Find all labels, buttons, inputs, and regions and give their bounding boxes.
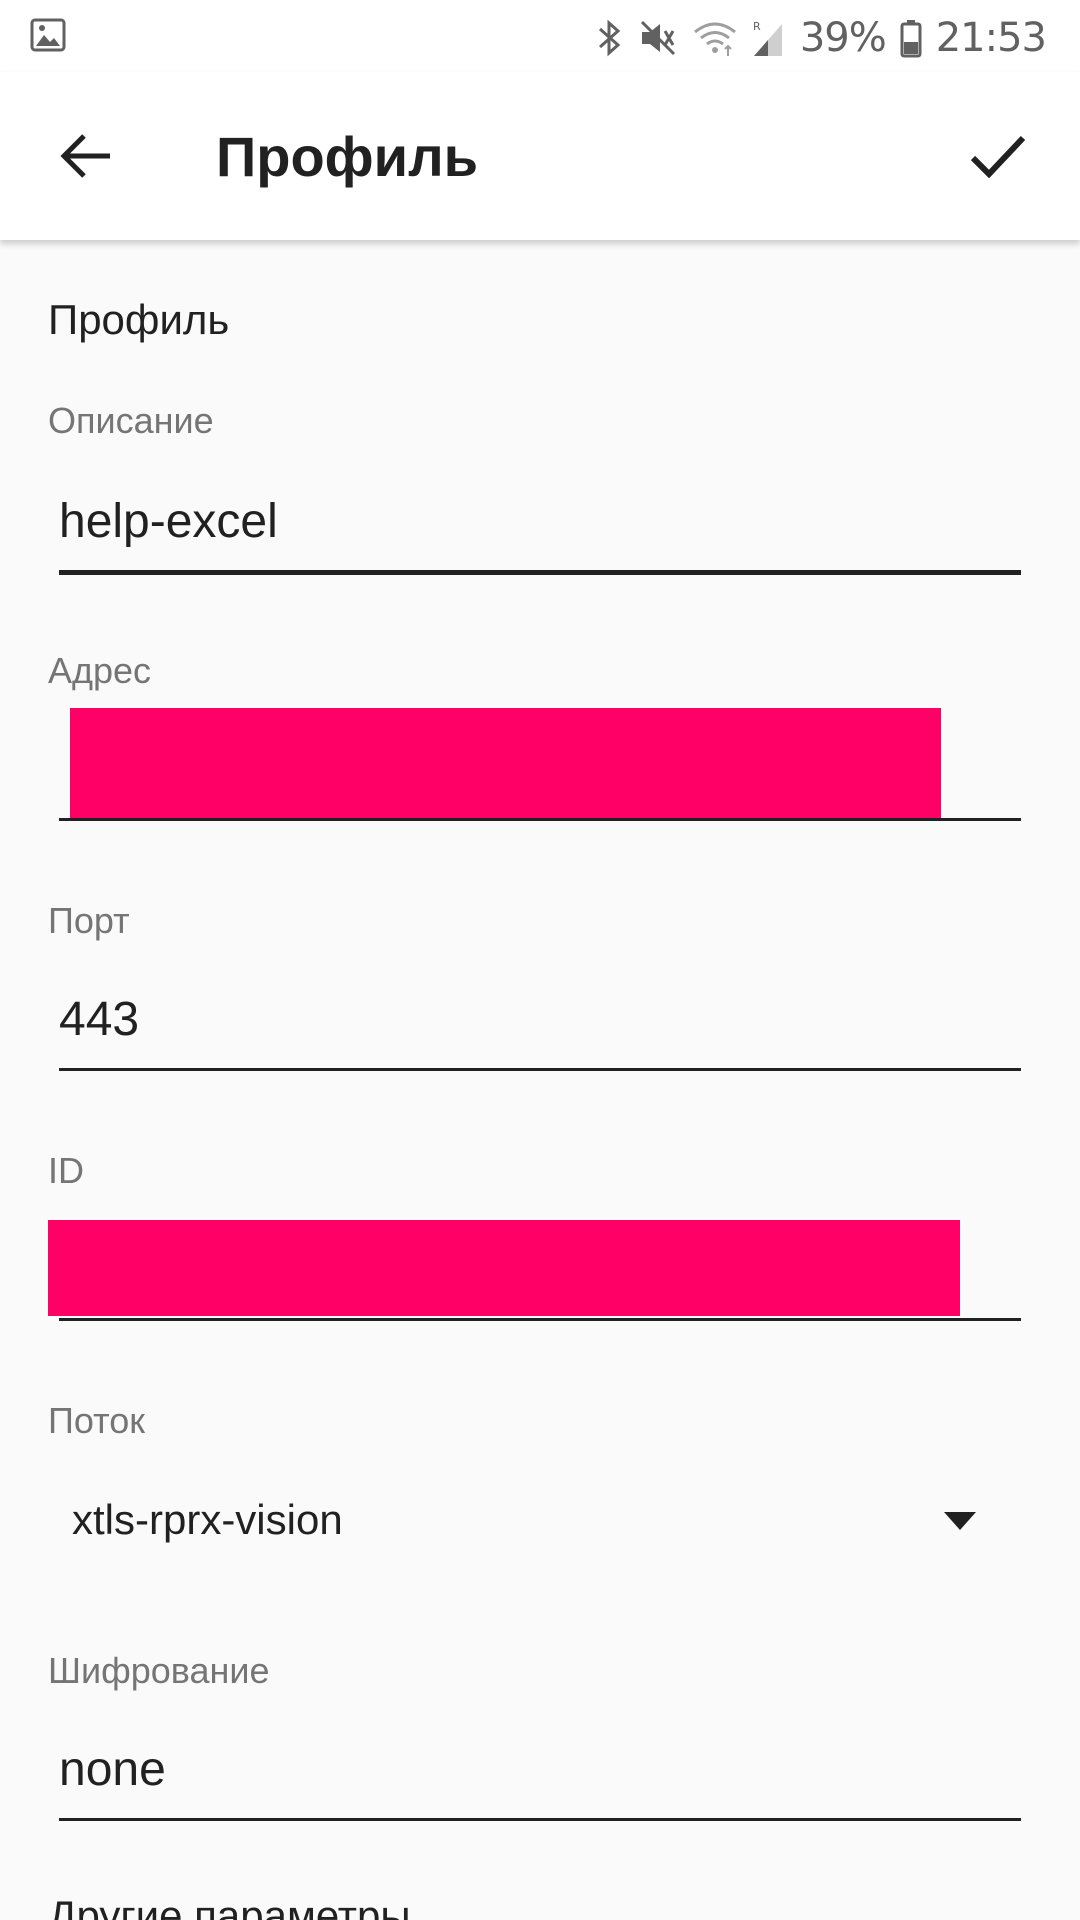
port-underline	[59, 1068, 1021, 1071]
id-label: ID	[48, 1150, 84, 1191]
save-button[interactable]	[956, 114, 1040, 198]
app-bar: Профиль	[0, 72, 1080, 240]
flow-label: Поток	[48, 1400, 145, 1441]
address-label: Адрес	[48, 650, 152, 691]
more-params-section: Другие параметры	[48, 1892, 411, 1920]
description-input[interactable]: help-excel	[59, 495, 278, 548]
id-input[interactable]	[48, 1220, 960, 1316]
address-underline	[59, 818, 1021, 821]
port-input[interactable]: 443	[59, 993, 140, 1046]
bluetooth-icon	[596, 18, 624, 58]
arrow-back-icon	[60, 134, 110, 178]
description-underline	[59, 570, 1021, 575]
section-title: Профиль	[48, 296, 230, 343]
flow-dropdown[interactable]: xtls-rprx-vision	[72, 1496, 343, 1543]
description-label: Описание	[48, 400, 214, 441]
image-notification-icon	[30, 18, 66, 52]
battery-icon	[900, 18, 922, 58]
wifi-icon	[692, 18, 738, 58]
id-underline	[59, 1318, 1021, 1321]
encryption-label: Шифрование	[48, 1650, 270, 1691]
status-time: 21:53	[935, 15, 1047, 61]
back-button[interactable]	[44, 114, 128, 198]
page-title: Профиль	[216, 125, 479, 188]
encryption-underline	[59, 1818, 1021, 1821]
check-icon	[970, 135, 1026, 178]
status-bar: R 39% 21:53	[0, 0, 1080, 72]
profile-form: Профиль Описание help-excel Адрес Порт 4…	[0, 240, 1080, 1920]
svg-text:R: R	[753, 20, 761, 33]
port-label: Порт	[48, 900, 130, 941]
encryption-input[interactable]: none	[59, 1743, 166, 1796]
chevron-down-icon[interactable]	[944, 1512, 976, 1530]
vibrate-icon	[638, 18, 678, 58]
battery-percent: 39%	[799, 15, 887, 61]
signal-icon: R	[752, 18, 786, 58]
address-input[interactable]	[70, 708, 941, 818]
status-icons: R 39% 21:53	[596, 8, 1047, 68]
